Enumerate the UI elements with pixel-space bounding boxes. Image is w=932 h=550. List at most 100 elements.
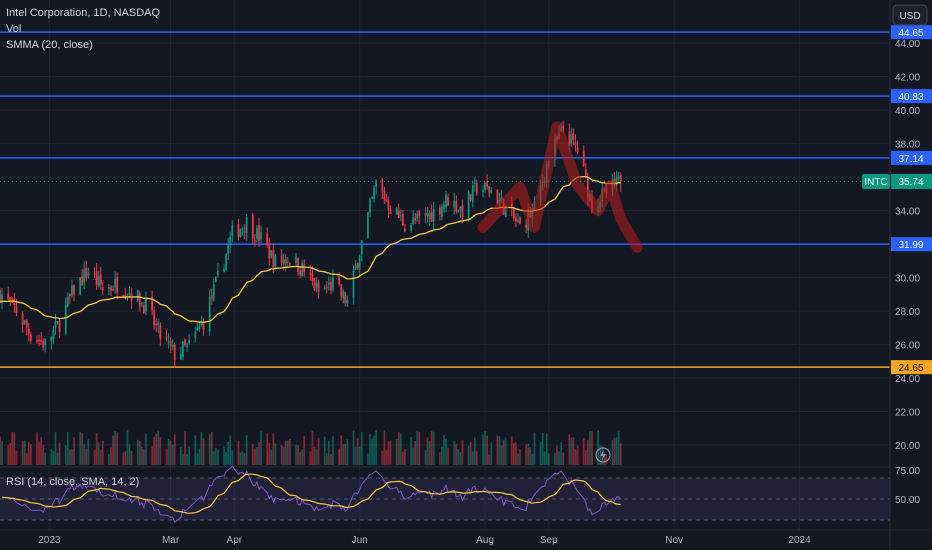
volume-bar xyxy=(64,445,67,465)
price-tick-label: 28.00 xyxy=(895,307,920,318)
candle-body xyxy=(143,305,145,314)
candle-body xyxy=(346,300,349,304)
candle-body xyxy=(299,271,301,275)
volume-bar xyxy=(188,446,190,465)
candle-body xyxy=(453,200,456,208)
level-tag xyxy=(891,237,932,252)
candle-body xyxy=(196,328,199,331)
time-tick-label: 2024 xyxy=(788,535,811,546)
volume-bar xyxy=(128,444,131,465)
volume-bar xyxy=(208,434,211,465)
volume-bar xyxy=(461,440,464,465)
volume-bar xyxy=(529,447,532,465)
time-axis[interactable]: 2023 Mar Apr Jun Aug Sep Nov 2024 xyxy=(38,535,811,546)
volume-bar xyxy=(114,431,116,465)
volume-bar xyxy=(615,437,618,465)
currency-button-label: USD xyxy=(899,11,920,22)
candle-body xyxy=(352,269,355,298)
candle-body xyxy=(64,304,67,334)
volume-bar xyxy=(447,447,449,465)
volume-bar xyxy=(29,444,32,465)
volume-bar xyxy=(44,452,47,465)
level-labels: 44.65 40.83 37.14 31.99 24.65 xyxy=(891,25,932,375)
chart-title: Intel Corporation, 1D, NASDAQ xyxy=(6,7,161,19)
candle-body xyxy=(58,320,61,332)
volume-bar xyxy=(543,451,546,465)
volume-bar xyxy=(389,441,392,465)
candle-body xyxy=(23,320,26,323)
volume-bar xyxy=(268,443,271,465)
candle-body xyxy=(461,205,464,218)
volume-bar xyxy=(401,451,404,465)
candle-body xyxy=(54,321,57,328)
hand-drawn-prediction[interactable] xyxy=(477,121,643,253)
smma-line xyxy=(0,175,621,323)
volume-bar xyxy=(40,437,42,465)
volume-bar xyxy=(426,437,429,465)
volume-bar xyxy=(517,453,519,465)
candle-body xyxy=(128,292,131,295)
currency-button[interactable] xyxy=(892,4,928,26)
volume-bar xyxy=(332,436,334,465)
volume-bar xyxy=(556,445,558,465)
volume-bar xyxy=(589,431,591,465)
volume-bar xyxy=(38,441,40,465)
candle-body xyxy=(332,277,334,290)
price-tick-label: 20.00 xyxy=(895,441,920,452)
candle-body xyxy=(570,133,573,145)
volume-bar xyxy=(325,453,328,465)
volume-bar xyxy=(79,431,82,465)
volume-bar xyxy=(99,449,102,465)
volume-bar xyxy=(69,449,71,465)
volume-bar xyxy=(605,454,608,465)
volume-bar xyxy=(586,439,589,465)
candle-body xyxy=(245,217,248,234)
price-tick-label: 40.00 xyxy=(895,106,920,117)
candle-body xyxy=(469,194,472,201)
candle-body xyxy=(330,282,332,291)
candle-body xyxy=(572,132,575,140)
candle-body xyxy=(438,207,441,215)
volume-bar xyxy=(81,432,84,465)
volume-bar xyxy=(572,437,575,465)
candle-body xyxy=(270,250,273,257)
candle-body xyxy=(515,218,517,222)
price-tick-label: 42.00 xyxy=(895,73,920,84)
candle-body xyxy=(486,181,489,187)
candle-body xyxy=(87,272,90,276)
volume-bar xyxy=(360,432,363,465)
candle-body xyxy=(272,249,275,268)
volume-bar xyxy=(459,452,462,465)
volume-bar xyxy=(130,450,133,465)
level-tag-text: 24.65 xyxy=(898,363,923,374)
symbol-tag-text: INTC xyxy=(864,177,887,188)
volume-bar xyxy=(414,441,417,465)
volume-bar xyxy=(243,453,246,465)
candle-body xyxy=(315,282,318,288)
horizontal-levels[interactable] xyxy=(0,31,890,368)
volume-bar xyxy=(531,453,534,465)
volume-bar xyxy=(617,431,620,465)
candle-body xyxy=(525,224,528,228)
volume-bar xyxy=(50,449,53,465)
volume-bar xyxy=(1,441,3,465)
rsi-tick-label: 75.00 xyxy=(895,466,920,477)
lightning-icon[interactable] xyxy=(595,447,611,463)
volume-bar xyxy=(475,450,478,465)
candle-body xyxy=(430,212,433,222)
candle-body xyxy=(266,233,269,246)
volume-bar xyxy=(151,445,153,465)
candle-body xyxy=(519,217,521,225)
candle-body xyxy=(582,151,585,167)
volume-bar xyxy=(502,440,505,465)
candle-body xyxy=(56,321,59,323)
candle-body xyxy=(428,212,431,220)
volume-bar xyxy=(169,440,172,465)
candle-body xyxy=(311,273,314,281)
candle-body xyxy=(586,176,589,198)
candle-body xyxy=(284,258,287,264)
candle-body xyxy=(325,286,328,288)
level-tag-text: 40.83 xyxy=(898,92,923,103)
